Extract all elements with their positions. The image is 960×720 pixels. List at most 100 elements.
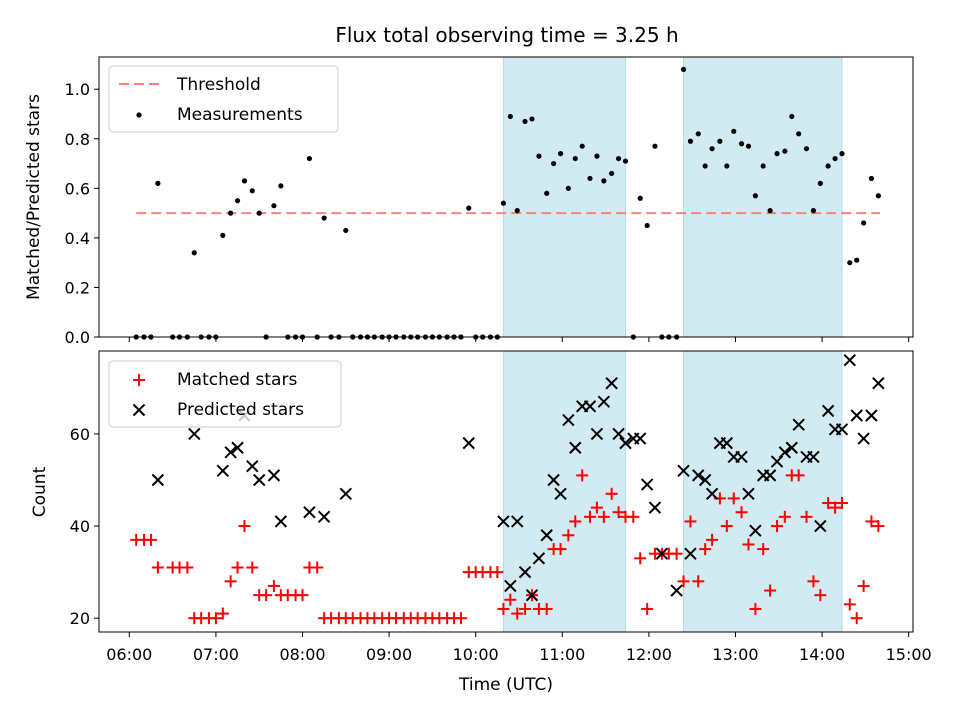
matched-star-point (829, 501, 842, 514)
matched-star-point (151, 561, 164, 574)
bottom-ytick-label-2: 60 (70, 425, 90, 444)
predicted-star-point (684, 547, 697, 560)
predicted-star-point (605, 377, 618, 390)
bottom-x-ticks: 06:00 07:00 08:00 09:00 10:00 11:00 12:00 13:00… (106, 632, 932, 664)
matched-star-point (569, 515, 582, 528)
top-ytick-label-4: 0.8 (65, 130, 90, 149)
measurement-point (875, 193, 881, 199)
predicted-star-point (569, 441, 582, 454)
measurement-point (717, 138, 723, 144)
top-shaded-intervals (502, 56, 843, 338)
predicted-star-point (634, 432, 647, 445)
measurement-point (579, 143, 585, 149)
measurement-point (529, 116, 535, 122)
predicted-star-point (188, 427, 201, 441)
matched-star-point (246, 561, 259, 574)
matched-star-point (641, 602, 654, 615)
predicted-star-point (497, 515, 510, 528)
measurement-point (738, 141, 745, 147)
matched-star-point (454, 612, 467, 625)
measurement-point (609, 170, 615, 177)
predicted-star-point (151, 473, 165, 487)
bottom-xtick-label-1: 07:00 (193, 645, 239, 664)
predicted-star-point (670, 584, 683, 597)
measurement-point (155, 180, 161, 186)
top-x-ticks (128, 337, 910, 342)
shaded-interval-1 (683, 56, 843, 338)
measurement-point (817, 180, 823, 186)
predicted-star-point (720, 436, 734, 450)
legend-predicted-swatch (132, 403, 146, 417)
predicted-star-point (339, 487, 353, 501)
measurement-point (321, 215, 327, 221)
matched-star-point (231, 561, 244, 574)
bottom-xtick-label-0: 06:00 (106, 645, 152, 664)
predicted-star-point (749, 524, 762, 537)
matched-star-point (296, 589, 309, 602)
bottom-ytick-label-0: 20 (70, 609, 90, 628)
bottom-ytick-label-1: 40 (70, 517, 90, 536)
matched-star-point (727, 492, 740, 505)
predicted-star-point (518, 565, 532, 579)
predicted-star-point (742, 487, 755, 501)
matched-star-point (835, 497, 848, 510)
measurement-point (810, 208, 817, 214)
matched-star-point (692, 575, 705, 588)
bottom-xtick-label-4: 10:00 (453, 645, 499, 664)
measurement-point (306, 155, 313, 162)
measurement-point (544, 190, 550, 196)
measurement-point (644, 222, 650, 229)
predicted-star-point (597, 395, 611, 408)
top-axes-frame (98, 56, 914, 338)
matched-star-point (735, 506, 748, 519)
bottom-xtick-label-5: 11:00 (539, 645, 585, 664)
matched-star-point (792, 469, 805, 482)
predicted-star-point (792, 418, 805, 431)
bottom-xtick-label-6: 12:00 (626, 645, 672, 664)
predicted-star-point (562, 413, 575, 427)
measurement-point (861, 220, 867, 226)
legend-threshold-label: Threshold (176, 75, 261, 95)
measurement-point (796, 131, 802, 137)
measurement-point (256, 210, 262, 216)
predicted-star-point (540, 529, 553, 542)
top-ytick-label-2: 0.4 (65, 229, 90, 248)
predicted-star-point (504, 579, 517, 593)
measurement-point (278, 183, 284, 189)
matched-star-point (597, 510, 610, 523)
matched-star-point (800, 510, 813, 523)
matched-star-point (699, 543, 712, 556)
matched-star-point (583, 510, 596, 523)
shaded-interval-0 (502, 350, 627, 633)
bottom-y-axis-label: Count (30, 466, 50, 517)
matched-star-point (311, 561, 324, 574)
legend-plus-marker (133, 374, 145, 386)
predicted-star-point (462, 436, 475, 450)
predicted-star-point (532, 552, 546, 565)
bottom-xtick-label-8: 14:00 (799, 645, 845, 664)
measurement-point (652, 143, 658, 149)
measurement-point (868, 175, 875, 182)
measurement-point (709, 146, 715, 152)
predicted-star-point (705, 487, 719, 501)
measurement-point (832, 155, 838, 162)
predicted-star-point (246, 459, 259, 473)
predicted-star-point (525, 588, 539, 602)
matched-star-point (720, 520, 733, 533)
bottom-y-ticks: 20 40 60 (70, 425, 99, 628)
predicted-star-point (317, 510, 331, 524)
bottom-xtick-label-3: 09:00 (366, 645, 412, 664)
predicted-star-point (274, 515, 288, 528)
matched-star-point (778, 510, 791, 523)
predicted-star-point (655, 547, 669, 560)
measurement-point (557, 151, 564, 157)
measurement-point (680, 66, 687, 72)
predicted-star-point (511, 515, 524, 528)
matched-star-point (511, 607, 524, 620)
matched-star-point (757, 543, 770, 556)
top-ytick-label-5: 1.0 (65, 80, 90, 99)
measurement-point (572, 155, 578, 162)
matched-star-point (742, 538, 755, 551)
measurement-point (565, 185, 571, 191)
